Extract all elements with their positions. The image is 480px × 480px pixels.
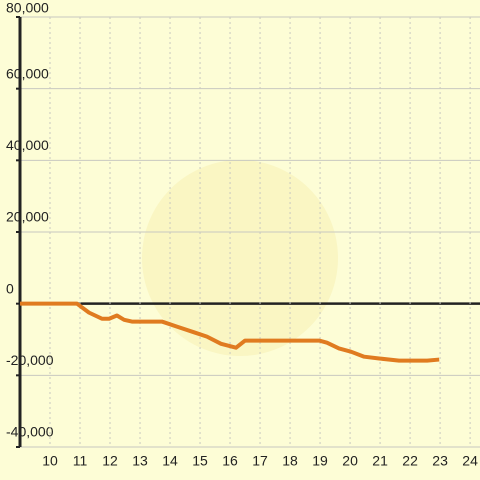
x-tick-label: 11 bbox=[73, 453, 88, 469]
x-tick-label: 18 bbox=[282, 453, 298, 469]
x-tick-label: 16 bbox=[222, 453, 238, 469]
x-tick-label: 21 bbox=[372, 453, 388, 469]
x-tick-label: 10 bbox=[42, 453, 58, 469]
x-tick-label: 24 bbox=[462, 453, 478, 469]
data-line bbox=[20, 301, 440, 363]
x-tick-label: 15 bbox=[192, 453, 208, 469]
y-tick-label: -40,000 bbox=[6, 424, 54, 440]
x-tick-label: 22 bbox=[402, 453, 418, 469]
y-tick-label: 20,000 bbox=[6, 209, 49, 225]
x-tick-label: 17 bbox=[252, 453, 268, 469]
x-tick-label: 12 bbox=[102, 453, 118, 469]
x-tick-label: 20 bbox=[342, 453, 358, 469]
watermark bbox=[142, 160, 338, 356]
x-tick-label: 13 bbox=[132, 453, 148, 469]
x-tick-label: 23 bbox=[432, 453, 448, 469]
y-tick-label: 60,000 bbox=[6, 65, 49, 81]
y-tick-label: -20,000 bbox=[6, 352, 54, 368]
y-tick-label: 40,000 bbox=[6, 137, 49, 153]
x-tick-label: 19 bbox=[312, 453, 328, 469]
y-tick-label: 80,000 bbox=[6, 0, 49, 16]
y-tick-label: 0 bbox=[6, 280, 14, 296]
x-tick-label: 14 bbox=[162, 453, 178, 469]
